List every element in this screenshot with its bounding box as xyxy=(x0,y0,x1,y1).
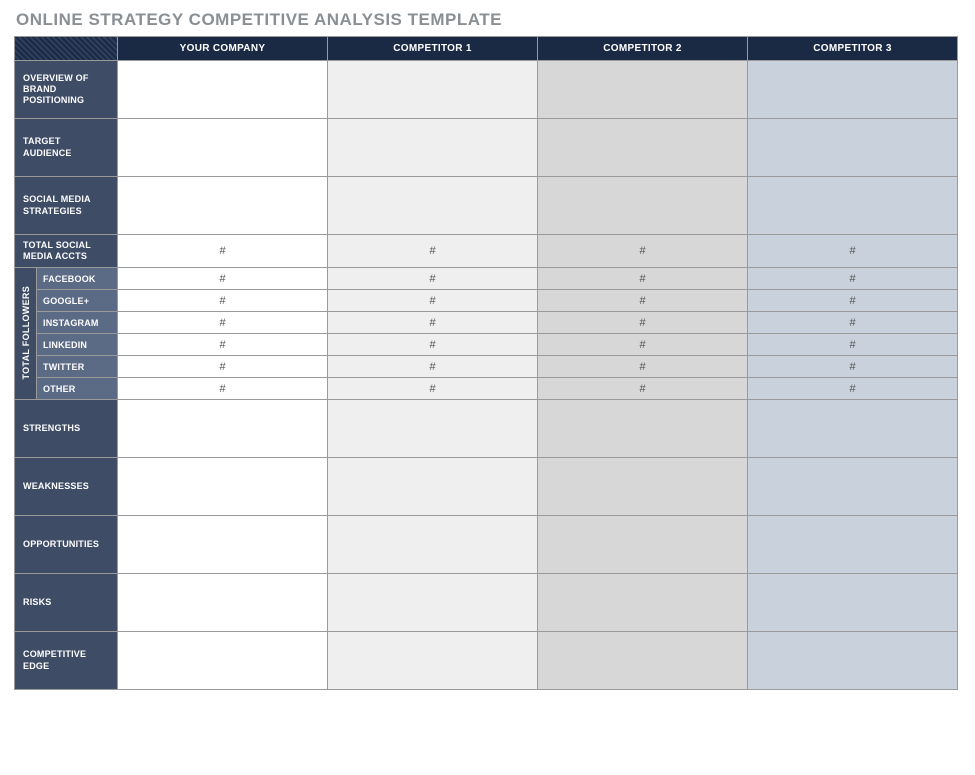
col-header-competitor3: COMPETITOR 3 xyxy=(748,37,958,61)
cell-fb-c1[interactable]: # xyxy=(118,268,328,290)
row-label-linkedin: LINKEDIN xyxy=(37,334,118,356)
cell-str-c4[interactable] xyxy=(748,400,958,458)
row-instagram: INSTAGRAM # # # # xyxy=(15,312,958,334)
cell-gp-c2[interactable]: # xyxy=(328,290,538,312)
row-label-target-audience: TARGET AUDIENCE xyxy=(15,119,118,177)
cell-weak-c2[interactable] xyxy=(328,458,538,516)
cell-social-c2[interactable] xyxy=(328,177,538,235)
cell-tw-c3[interactable]: # xyxy=(538,356,748,378)
cell-risk-c1[interactable] xyxy=(118,574,328,632)
cell-overview-c1[interactable] xyxy=(118,61,328,119)
cell-opp-c2[interactable] xyxy=(328,516,538,574)
row-label-social-strategies: SOCIAL MEDIA STRATEGIES xyxy=(15,177,118,235)
row-weaknesses: WEAKNESSES xyxy=(15,458,958,516)
col-header-competitor1: COMPETITOR 1 xyxy=(328,37,538,61)
cell-weak-c1[interactable] xyxy=(118,458,328,516)
cell-weak-c3[interactable] xyxy=(538,458,748,516)
cell-li-c3[interactable]: # xyxy=(538,334,748,356)
cell-tw-c2[interactable]: # xyxy=(328,356,538,378)
cell-accts-c2[interactable]: # xyxy=(328,235,538,268)
row-label-competitive-edge: COMPETITIVE EDGE xyxy=(15,632,118,690)
row-label-google: GOOGLE+ xyxy=(37,290,118,312)
header-corner xyxy=(15,37,118,61)
cell-str-c1[interactable] xyxy=(118,400,328,458)
cell-ot-c2[interactable]: # xyxy=(328,378,538,400)
cell-risk-c4[interactable] xyxy=(748,574,958,632)
col-header-your-company: YOUR COMPANY xyxy=(118,37,328,61)
cell-ot-c1[interactable]: # xyxy=(118,378,328,400)
row-label-strengths: STRENGTHS xyxy=(15,400,118,458)
row-risks: RISKS xyxy=(15,574,958,632)
cell-gp-c4[interactable]: # xyxy=(748,290,958,312)
cell-li-c4[interactable]: # xyxy=(748,334,958,356)
row-label-facebook: FACEBOOK xyxy=(37,268,118,290)
cell-target-c1[interactable] xyxy=(118,119,328,177)
row-other: OTHER # # # # xyxy=(15,378,958,400)
competitive-analysis-table: YOUR COMPANY COMPETITOR 1 COMPETITOR 2 C… xyxy=(14,36,958,690)
cell-li-c1[interactable]: # xyxy=(118,334,328,356)
cell-ig-c1[interactable]: # xyxy=(118,312,328,334)
cell-target-c3[interactable] xyxy=(538,119,748,177)
cell-fb-c4[interactable]: # xyxy=(748,268,958,290)
row-label-risks: RISKS xyxy=(15,574,118,632)
cell-ig-c2[interactable]: # xyxy=(328,312,538,334)
cell-li-c2[interactable]: # xyxy=(328,334,538,356)
cell-ig-c4[interactable]: # xyxy=(748,312,958,334)
row-label-weaknesses: WEAKNESSES xyxy=(15,458,118,516)
cell-fb-c3[interactable]: # xyxy=(538,268,748,290)
cell-risk-c2[interactable] xyxy=(328,574,538,632)
cell-ig-c3[interactable]: # xyxy=(538,312,748,334)
cell-ot-c4[interactable]: # xyxy=(748,378,958,400)
cell-opp-c4[interactable] xyxy=(748,516,958,574)
row-target-audience: TARGET AUDIENCE xyxy=(15,119,958,177)
cell-accts-c4[interactable]: # xyxy=(748,235,958,268)
cell-social-c4[interactable] xyxy=(748,177,958,235)
cell-overview-c4[interactable] xyxy=(748,61,958,119)
cell-social-c1[interactable] xyxy=(118,177,328,235)
row-label-total-accts: TOTAL SOCIAL MEDIA ACCTS xyxy=(15,235,118,268)
row-total-accts: TOTAL SOCIAL MEDIA ACCTS # # # # xyxy=(15,235,958,268)
cell-gp-c1[interactable]: # xyxy=(118,290,328,312)
cell-weak-c4[interactable] xyxy=(748,458,958,516)
row-overview: OVERVIEW OF BRAND POSITIONING xyxy=(15,61,958,119)
cell-target-c2[interactable] xyxy=(328,119,538,177)
row-social-strategies: SOCIAL MEDIA STRATEGIES xyxy=(15,177,958,235)
cell-accts-c1[interactable]: # xyxy=(118,235,328,268)
page-title: ONLINE STRATEGY COMPETITIVE ANALYSIS TEM… xyxy=(16,10,961,30)
cell-gp-c3[interactable]: # xyxy=(538,290,748,312)
row-google: GOOGLE+ # # # # xyxy=(15,290,958,312)
row-label-opportunities: OPPORTUNITIES xyxy=(15,516,118,574)
row-twitter: TWITTER # # # # xyxy=(15,356,958,378)
cell-opp-c1[interactable] xyxy=(118,516,328,574)
cell-overview-c2[interactable] xyxy=(328,61,538,119)
cell-target-c4[interactable] xyxy=(748,119,958,177)
cell-accts-c3[interactable]: # xyxy=(538,235,748,268)
cell-opp-c3[interactable] xyxy=(538,516,748,574)
cell-ot-c3[interactable]: # xyxy=(538,378,748,400)
table-header-row: YOUR COMPANY COMPETITOR 1 COMPETITOR 2 C… xyxy=(15,37,958,61)
row-label-instagram: INSTAGRAM xyxy=(37,312,118,334)
cell-edge-c3[interactable] xyxy=(538,632,748,690)
row-facebook: TOTAL FOLLOWERS FACEBOOK # # # # xyxy=(15,268,958,290)
cell-risk-c3[interactable] xyxy=(538,574,748,632)
row-competitive-edge: COMPETITIVE EDGE xyxy=(15,632,958,690)
cell-str-c3[interactable] xyxy=(538,400,748,458)
cell-overview-c3[interactable] xyxy=(538,61,748,119)
cell-social-c3[interactable] xyxy=(538,177,748,235)
cell-edge-c2[interactable] xyxy=(328,632,538,690)
row-label-twitter: TWITTER xyxy=(37,356,118,378)
cell-edge-c1[interactable] xyxy=(118,632,328,690)
row-label-overview: OVERVIEW OF BRAND POSITIONING xyxy=(15,61,118,119)
cell-str-c2[interactable] xyxy=(328,400,538,458)
cell-tw-c1[interactable]: # xyxy=(118,356,328,378)
row-linkedin: LINKEDIN # # # # xyxy=(15,334,958,356)
row-opportunities: OPPORTUNITIES xyxy=(15,516,958,574)
cell-fb-c2[interactable]: # xyxy=(328,268,538,290)
row-label-other: OTHER xyxy=(37,378,118,400)
row-label-total-followers: TOTAL FOLLOWERS xyxy=(15,268,37,400)
col-header-competitor2: COMPETITOR 2 xyxy=(538,37,748,61)
cell-edge-c4[interactable] xyxy=(748,632,958,690)
cell-tw-c4[interactable]: # xyxy=(748,356,958,378)
row-strengths: STRENGTHS xyxy=(15,400,958,458)
